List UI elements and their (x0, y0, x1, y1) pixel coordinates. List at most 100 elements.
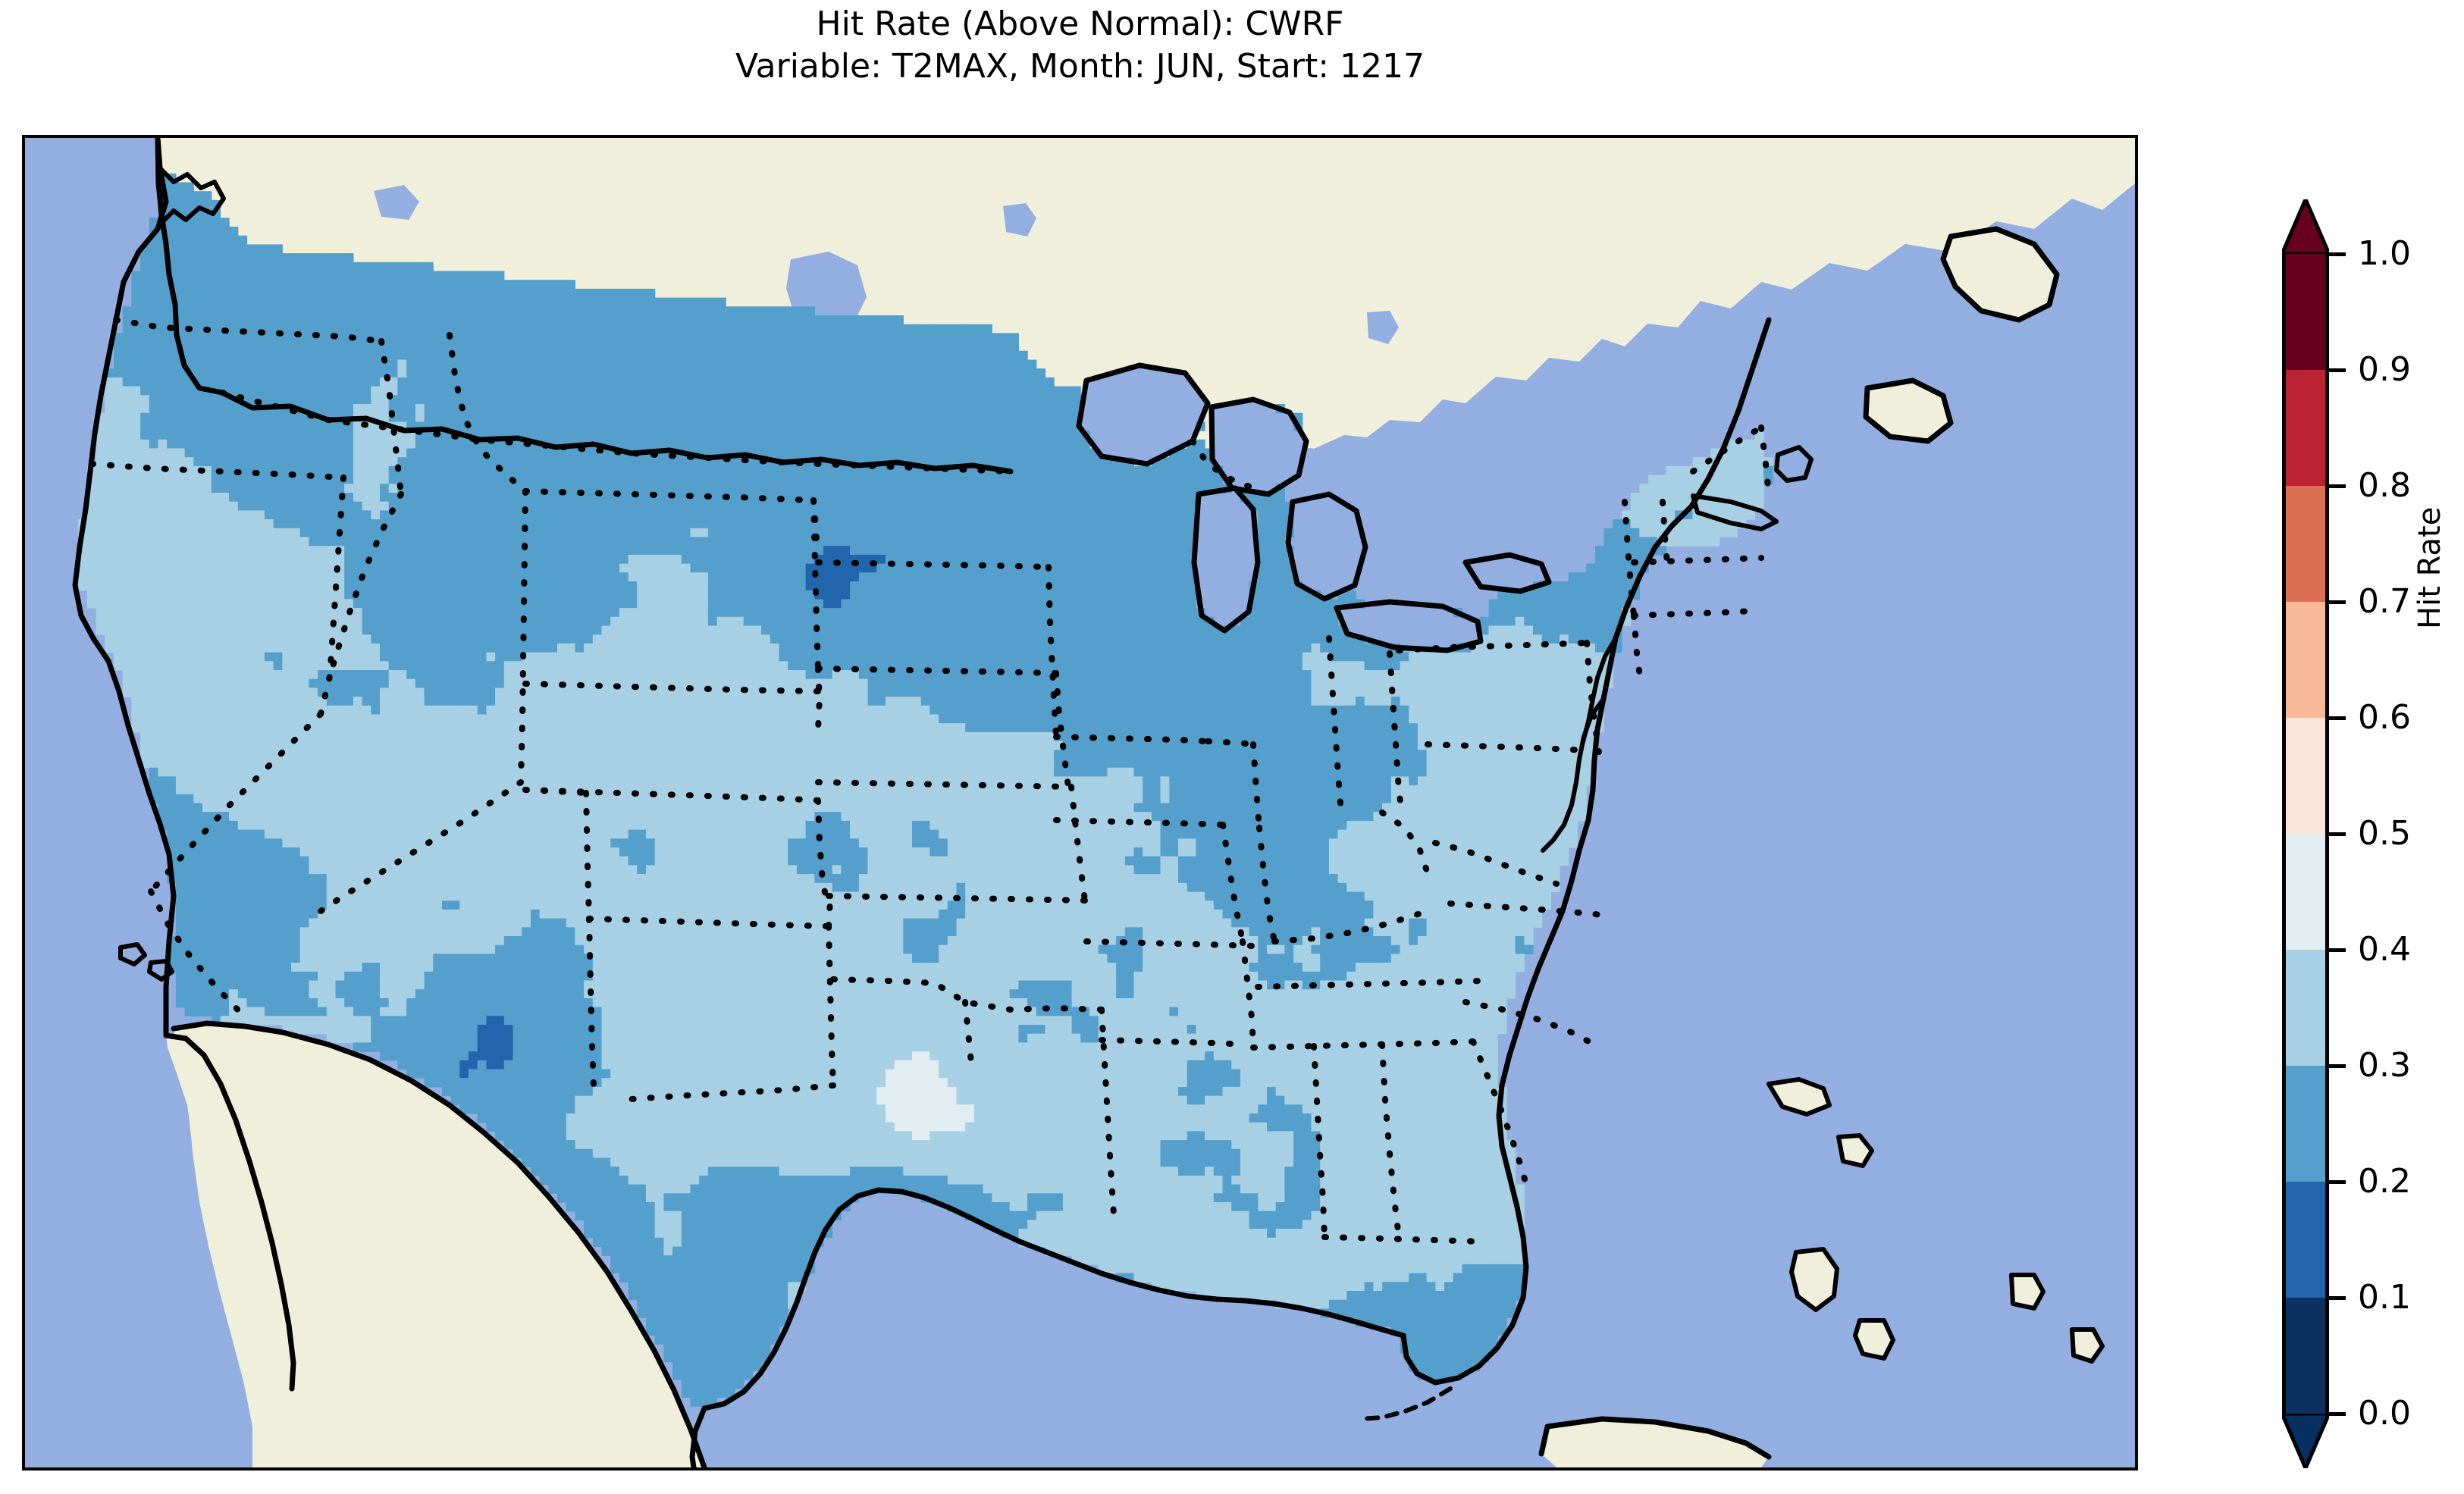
data-cell (1594, 546, 1605, 556)
data-cell (867, 412, 877, 422)
data-cell (1187, 501, 1196, 511)
data-cell (1124, 590, 1135, 600)
data-cell (1089, 484, 1099, 493)
data-cell (912, 484, 922, 493)
data-cell (1160, 484, 1170, 493)
data-cell (1036, 546, 1046, 556)
data-cell (158, 368, 168, 378)
data-cell (184, 590, 194, 600)
data-cell (1001, 333, 1011, 343)
data-cell (707, 581, 718, 591)
data-cell (522, 608, 531, 618)
data-cell (1275, 616, 1285, 627)
data-cell (690, 616, 700, 627)
data-cell (309, 599, 318, 609)
data-cell (965, 412, 975, 422)
data-cell (459, 493, 469, 503)
data-cell (477, 288, 487, 299)
data-cell (1675, 528, 1685, 538)
data-cell (752, 625, 762, 635)
data-cell (920, 599, 930, 609)
data-cell (344, 404, 354, 414)
data-cell (592, 572, 603, 582)
data-cell (503, 554, 514, 565)
data-cell (530, 501, 541, 511)
data-cell (353, 333, 363, 343)
data-cell (1258, 572, 1268, 582)
data-cell (903, 493, 913, 503)
data-cell (654, 457, 664, 467)
data-cell (690, 608, 700, 618)
data-cell (876, 493, 886, 503)
data-cell (326, 395, 337, 405)
data-cell (175, 395, 186, 405)
data-cell (654, 350, 664, 361)
data-cell (131, 386, 141, 396)
data-cell (1151, 554, 1161, 565)
data-cell (699, 501, 709, 511)
data-cell (539, 519, 549, 529)
data-cell (770, 563, 780, 573)
data-cell (105, 581, 114, 591)
data-cell (637, 315, 647, 325)
data-cell (707, 412, 718, 422)
data-cell (939, 359, 948, 369)
data-cell (131, 377, 141, 387)
data-cell (619, 572, 629, 582)
data-cell (131, 563, 141, 573)
data-cell (255, 519, 265, 529)
data-cell (424, 324, 434, 334)
data-cell (193, 412, 203, 422)
data-cell (584, 448, 594, 458)
data-cell (530, 465, 541, 476)
data-cell (406, 377, 416, 387)
data-cell (903, 421, 913, 431)
data-cell (912, 581, 922, 591)
data-cell (735, 386, 745, 396)
data-cell (237, 519, 248, 529)
map-panel (22, 135, 2138, 1471)
data-cell (530, 493, 541, 503)
data-cell (770, 590, 780, 600)
data-cell (1275, 572, 1285, 582)
data-cell (175, 235, 186, 245)
data-cell (273, 608, 283, 618)
data-cell (690, 519, 700, 529)
data-cell (513, 297, 522, 307)
data-cell (1737, 510, 1747, 520)
data-cell (503, 510, 514, 520)
data-cell (299, 616, 309, 627)
data-cell (459, 377, 469, 387)
data-cell (841, 546, 851, 556)
data-cell (663, 563, 673, 573)
data-cell (193, 395, 203, 405)
data-cell (610, 501, 620, 511)
data-cell (726, 563, 735, 573)
data-cell (1151, 608, 1161, 618)
data-cell (335, 465, 345, 476)
data-cell (1328, 616, 1339, 627)
data-cell (193, 227, 203, 236)
data-cell (229, 412, 239, 422)
data-cell (96, 590, 105, 600)
data-cell (229, 608, 239, 618)
data-cell (486, 359, 496, 369)
data-cell (992, 590, 1002, 600)
data-cell (735, 519, 745, 529)
data-cell (211, 342, 221, 352)
data-cell (850, 448, 860, 458)
data-cell (1169, 581, 1179, 591)
data-cell (122, 528, 132, 538)
data-cell (779, 350, 788, 361)
data-cell (823, 342, 833, 352)
data-cell (388, 484, 398, 493)
data-cell (140, 315, 150, 325)
data-cell (726, 581, 735, 591)
data-cell (114, 608, 124, 618)
data-cell (690, 350, 700, 361)
data-cell (193, 581, 203, 591)
data-cell (335, 457, 345, 467)
data-cell (193, 537, 203, 547)
data-cell (832, 465, 842, 476)
data-cell (237, 599, 248, 609)
